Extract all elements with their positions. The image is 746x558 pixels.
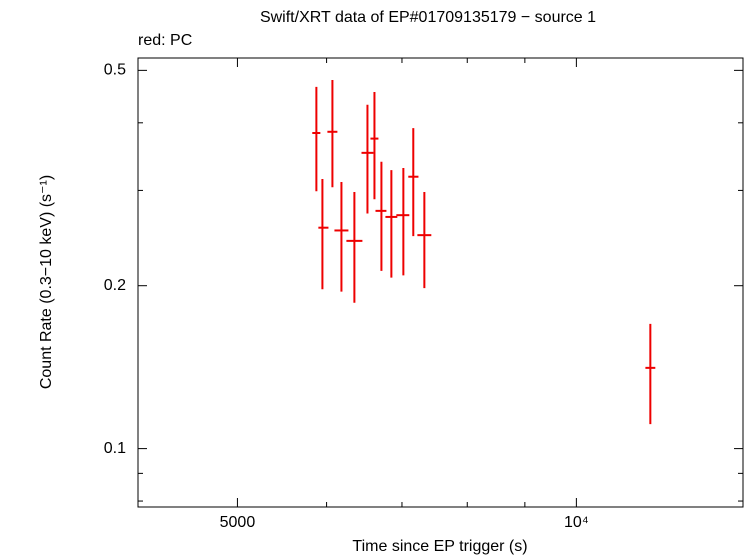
x-tick-label: 10⁴	[564, 514, 589, 531]
chart-subtitle: red: PC	[138, 32, 192, 49]
x-tick-label: 5000	[220, 514, 256, 531]
y-tick-label: 0.5	[104, 62, 126, 79]
y-tick-label: 0.2	[104, 277, 126, 294]
plot-frame	[137, 57, 744, 508]
y-tick-label: 0.1	[104, 440, 126, 457]
x-axis-label: Time since EP trigger (s)	[352, 538, 527, 555]
y-axis-label: Count Rate (0.3−10 keV) (s⁻¹)	[38, 175, 55, 389]
chart-title: Swift/XRT data of EP#01709135179 − sourc…	[260, 9, 596, 26]
